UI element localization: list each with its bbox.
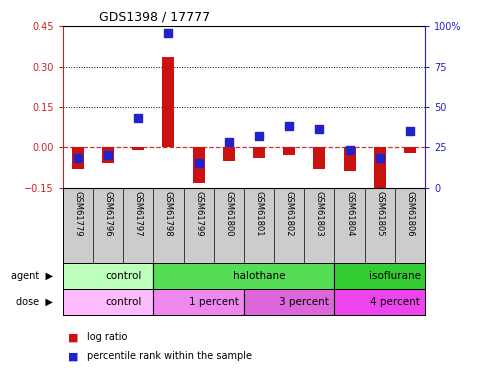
- Text: GSM61800: GSM61800: [224, 191, 233, 237]
- Text: log ratio: log ratio: [87, 333, 128, 342]
- Text: GSM61799: GSM61799: [194, 191, 203, 237]
- Text: ■: ■: [68, 351, 78, 361]
- Bar: [162, 57, 174, 147]
- Text: control: control: [105, 271, 142, 280]
- Point: [406, 128, 414, 134]
- Text: GSM61801: GSM61801: [255, 191, 264, 237]
- Point: [285, 123, 293, 129]
- Bar: [102, 147, 114, 164]
- Text: GDS1398 / 17777: GDS1398 / 17777: [99, 11, 210, 24]
- Text: GSM61779: GSM61779: [73, 191, 83, 237]
- Point: [134, 115, 142, 121]
- Text: percentile rank within the sample: percentile rank within the sample: [87, 351, 252, 361]
- Bar: [283, 147, 295, 155]
- Text: GSM61804: GSM61804: [345, 191, 354, 237]
- Bar: [72, 147, 84, 169]
- Text: 3 percent: 3 percent: [279, 297, 329, 307]
- Bar: [253, 147, 265, 158]
- Text: halothane: halothane: [233, 271, 285, 280]
- Text: GSM61797: GSM61797: [134, 191, 143, 237]
- Bar: [404, 147, 416, 153]
- Text: GSM61802: GSM61802: [284, 191, 294, 237]
- Text: GSM61806: GSM61806: [405, 191, 414, 237]
- Bar: [313, 147, 326, 169]
- Point: [376, 156, 384, 162]
- Bar: [244, 289, 334, 315]
- Text: control: control: [105, 297, 142, 307]
- Point: [315, 126, 323, 132]
- Text: isoflurane: isoflurane: [369, 271, 421, 280]
- Bar: [63, 262, 154, 289]
- Point: [74, 156, 82, 162]
- Bar: [63, 289, 154, 315]
- Bar: [132, 147, 144, 150]
- Point: [104, 152, 112, 158]
- Text: agent  ▶: agent ▶: [11, 271, 53, 280]
- Text: 4 percent: 4 percent: [370, 297, 420, 307]
- Point: [195, 160, 202, 166]
- Text: GSM61796: GSM61796: [103, 191, 113, 237]
- Bar: [374, 147, 386, 192]
- Bar: [154, 262, 334, 289]
- Bar: [334, 289, 425, 315]
- Text: ■: ■: [68, 333, 78, 342]
- Bar: [223, 147, 235, 160]
- Bar: [193, 147, 205, 183]
- Point: [165, 30, 172, 36]
- Point: [225, 140, 233, 146]
- Point: [255, 133, 263, 139]
- Bar: [154, 289, 244, 315]
- Point: [346, 147, 354, 153]
- Text: GSM61805: GSM61805: [375, 191, 384, 237]
- Text: GSM61798: GSM61798: [164, 191, 173, 237]
- Text: GSM61803: GSM61803: [315, 191, 324, 237]
- Bar: [343, 147, 355, 171]
- Text: dose  ▶: dose ▶: [16, 297, 53, 307]
- Text: 1 percent: 1 percent: [189, 297, 239, 307]
- Bar: [334, 262, 425, 289]
